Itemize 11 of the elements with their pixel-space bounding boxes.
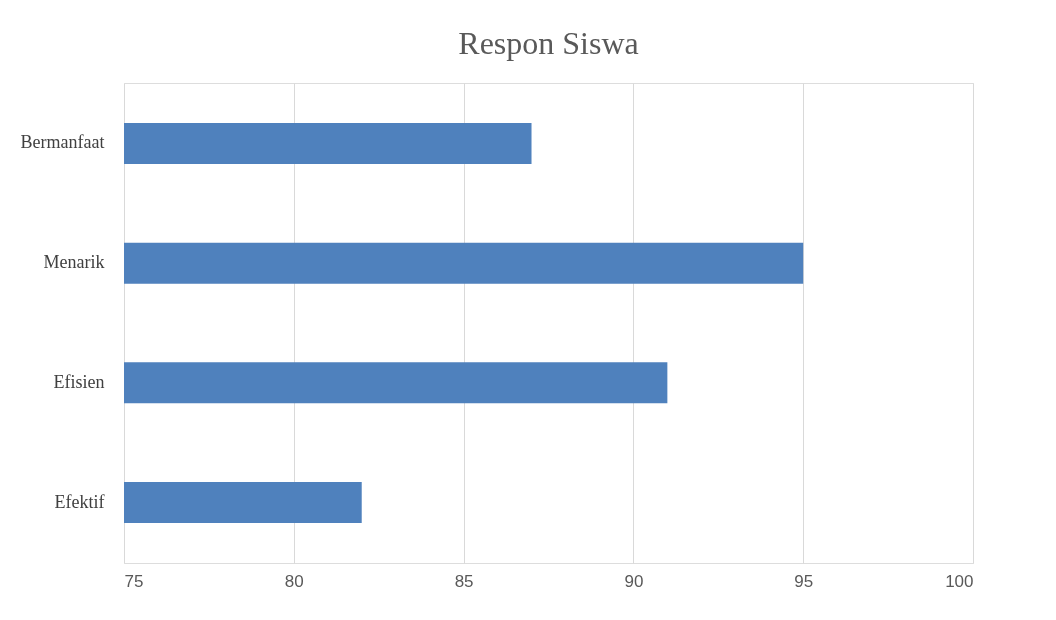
chart-title: Respon Siswa	[458, 25, 639, 61]
y-tick-label: Efektif	[54, 491, 105, 512]
x-tick-label: 75	[124, 571, 144, 591]
y-tick-label: Menarik	[43, 252, 105, 273]
x-tick-label: 95	[794, 571, 814, 591]
x-tick-label: 100	[945, 571, 974, 591]
y-tick-label: Efisien	[53, 371, 105, 392]
x-tick-label: 80	[284, 571, 304, 591]
x-tick-label: 90	[624, 571, 644, 591]
x-tick-label: 85	[454, 571, 474, 591]
y-tick-label: Bermanfaat	[20, 132, 105, 153]
